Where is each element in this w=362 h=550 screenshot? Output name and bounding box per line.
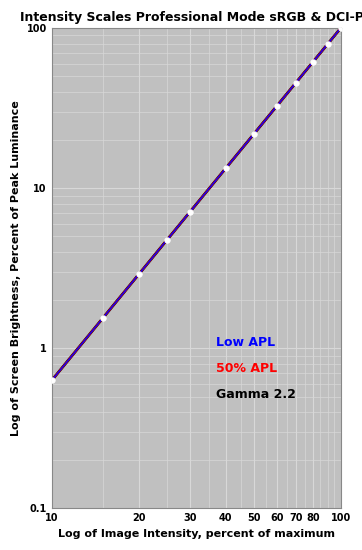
- X-axis label: Log of Image Intensity, percent of maximum: Log of Image Intensity, percent of maxim…: [58, 529, 335, 539]
- Title: Intensity Scales Professional Mode sRGB & DCI-P3: Intensity Scales Professional Mode sRGB …: [20, 11, 362, 24]
- Text: 50% APL: 50% APL: [216, 362, 278, 375]
- Text: Gamma 2.2: Gamma 2.2: [216, 388, 296, 401]
- Y-axis label: Log of Screen Brightness, Percent of Peak Luminance: Log of Screen Brightness, Percent of Pea…: [11, 101, 21, 436]
- Text: Low APL: Low APL: [216, 336, 275, 349]
